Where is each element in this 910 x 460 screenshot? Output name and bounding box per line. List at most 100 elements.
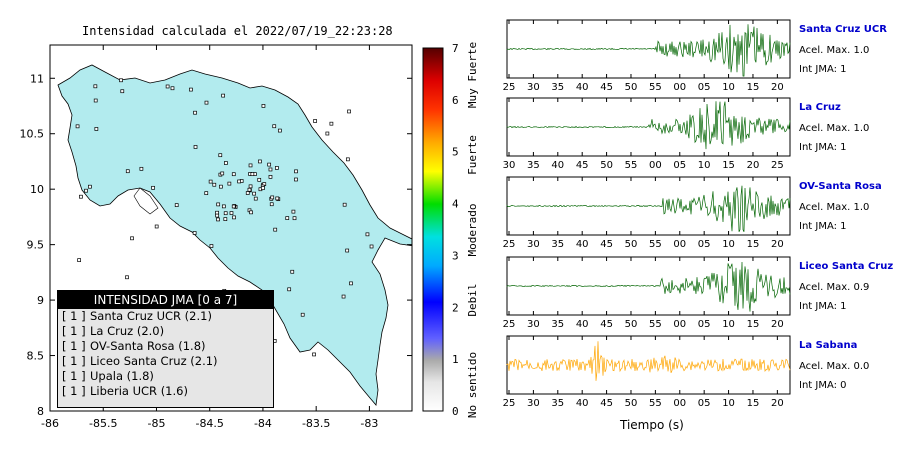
- colorbar-tick: 3: [452, 249, 459, 262]
- station-acel: Acel. Max. 1.0: [799, 123, 870, 134]
- map-x-tick: -83.5: [302, 417, 330, 430]
- station-marker: [248, 163, 253, 168]
- station-marker: [248, 184, 253, 189]
- seismogram-x-tick: 55: [625, 160, 638, 171]
- station-marker: [77, 258, 81, 262]
- station-marker: [125, 169, 130, 174]
- station-marker: [250, 172, 255, 177]
- station-marker: [93, 98, 98, 103]
- intensity-legend: INTENSIDAD JMA [0 a 7] [ 1 ] Santa Cruz U…: [57, 290, 274, 408]
- station-marker: [174, 203, 179, 207]
- seismogram-x-tick: 20: [771, 398, 784, 409]
- station-int: Int JMA: 1: [799, 301, 847, 312]
- map-x-tick: -84.5: [195, 417, 223, 430]
- legend-entry-level: [ 1 ]: [62, 354, 86, 368]
- map-y-tick: 10.5: [20, 128, 45, 141]
- colorbar: 7 6 5 4 3 2 1 0 Muy Fuerte Fuerte Moderado Debil No …: [422, 42, 479, 418]
- seismogram-x-tick: 40: [576, 239, 589, 250]
- station-marker: [223, 211, 228, 216]
- seismogram-x-tick: 00: [673, 319, 686, 330]
- station-marker: [292, 216, 297, 221]
- station-marker: [130, 236, 134, 241]
- seismogram-x-tick: 05: [698, 398, 711, 409]
- seismogram-x-tick: 00: [673, 239, 686, 250]
- map-title: Intensidad calculada el 2022/07/19_22:23…: [82, 24, 393, 38]
- station-marker: [209, 244, 214, 248]
- map-y-tick: 11: [30, 72, 44, 85]
- seismogram-x-tick: 05: [698, 82, 711, 93]
- station-acel: Acel. Max. 1.0: [799, 202, 870, 213]
- station-marker: [365, 232, 370, 237]
- seismogram-x-tick: 00: [673, 398, 686, 409]
- legend-entry: [ 1 ] OV-Santa Rosa (1.8): [58, 339, 273, 354]
- legend-header: INTENSIDAD JMA [0 a 7]: [58, 291, 273, 309]
- seismogram-x-tick: 05: [673, 160, 686, 171]
- seismogram-x-tick: 00: [673, 82, 686, 93]
- colorbar-label: Moderado: [466, 204, 479, 257]
- seismogram-x-tick: 05: [698, 239, 711, 250]
- station-marker: [249, 210, 253, 215]
- seismogram-x-tick: 45: [600, 82, 613, 93]
- seismogram-panel: 25 30 35 40 45 50 55 00 05 10 15 20: [503, 335, 791, 409]
- station-marker: [79, 194, 83, 199]
- legend-entry-name: Santa Cruz UCR (2.1): [90, 309, 212, 323]
- station-marker: [204, 100, 209, 105]
- legend-entry-name: Liceo Santa Cruz (2.1): [90, 354, 218, 368]
- legend-entry: [ 1 ] Liberia UCR (1.6): [58, 384, 273, 399]
- station-marker: [231, 172, 236, 177]
- station-marker: [268, 167, 273, 172]
- station-marker: [294, 177, 298, 182]
- station-marker: [119, 78, 123, 83]
- seismogram-x-axis-label: Tiempo (s): [620, 418, 684, 432]
- station-marker: [151, 185, 155, 190]
- seismogram-panel: 25 30 35 40 45 50 55 00 05 10 15 20: [503, 256, 791, 330]
- station-marker: [94, 127, 99, 131]
- colorbar-tick: 7: [452, 42, 459, 55]
- station-marker: [261, 104, 266, 108]
- seismogram-x-tick: 55: [649, 398, 662, 409]
- station-marker: [252, 191, 256, 196]
- seismogram-x-tick: 45: [576, 160, 589, 171]
- station-marker: [300, 312, 305, 317]
- seismogram-x-tick: 50: [625, 319, 638, 330]
- station-marker: [237, 179, 241, 184]
- colorbar-label: Debil: [466, 283, 479, 316]
- seismogram-x-tick: 00: [649, 160, 662, 171]
- seismogram-x-tick: 20: [747, 160, 760, 171]
- seismogram-x-tick: 30: [527, 239, 540, 250]
- station-marker: [267, 162, 272, 167]
- station-marker: [294, 169, 298, 174]
- seismogram-x-tick: 35: [551, 82, 564, 93]
- station-marker: [313, 119, 317, 123]
- seismogram-x-tick: 50: [600, 160, 613, 171]
- seismogram-trace: [506, 101, 791, 150]
- station-marker: [275, 166, 279, 170]
- map-y-tick: 10: [30, 183, 44, 196]
- seismogram-trace: [506, 261, 791, 312]
- station-marker: [215, 213, 220, 218]
- seismogram-x-tick: 45: [600, 398, 613, 409]
- seismogram-x-tick: 15: [747, 239, 760, 250]
- station-marker: [189, 87, 193, 92]
- station-marker: [273, 227, 278, 232]
- seismogram-x-tick: 15: [747, 319, 760, 330]
- seismogram-x-tick: 10: [722, 82, 735, 93]
- station-marker: [93, 84, 98, 89]
- station-int: Int JMA: 1: [799, 142, 847, 153]
- station-marker: [345, 248, 350, 253]
- station-marker: [285, 216, 290, 220]
- seismogram-x-tick: 40: [576, 398, 589, 409]
- station-marker: [245, 191, 250, 195]
- station-marker: [219, 184, 223, 189]
- legend-entry: [ 1 ] La Cruz (2.0): [58, 324, 273, 339]
- map-x-tick: -85.5: [89, 417, 117, 430]
- station-marker: [253, 196, 258, 201]
- seismogram-x-tick: 40: [551, 160, 564, 171]
- seismogram-x-tick: 35: [551, 398, 564, 409]
- station-name: La Sabana: [799, 340, 858, 351]
- station-marker: [369, 244, 374, 249]
- colorbar-label: Fuerte: [466, 135, 479, 175]
- seismogram-trace: [506, 185, 791, 232]
- station-marker: [212, 182, 217, 187]
- station-marker: [347, 109, 351, 114]
